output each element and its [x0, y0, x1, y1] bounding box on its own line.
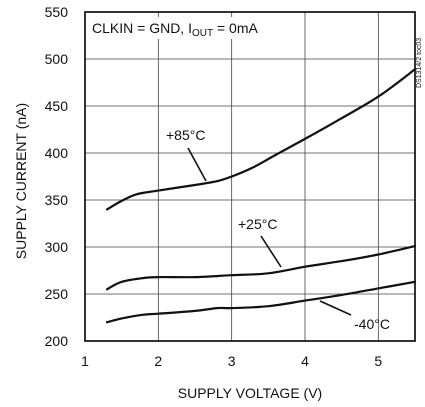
x-tick-label: 4 [301, 353, 309, 369]
condition-label-bg [89, 17, 295, 39]
y-tick-label: 450 [45, 98, 69, 114]
series-label: +85°C [166, 127, 205, 143]
series-line [105, 68, 417, 211]
series-layer [105, 68, 417, 324]
annotation-leader-line [260, 235, 282, 268]
y-tick-label: 400 [45, 145, 69, 161]
x-tick-label: 5 [374, 353, 382, 369]
y-tick-label: 200 [45, 333, 69, 349]
x-axis-label: SUPPLY VOLTAGE (V) [178, 385, 322, 401]
figure-id-label: DS1314/2 toc03 [416, 38, 423, 88]
series-annotations: +85°C +25°C -40°C [166, 127, 390, 332]
x-tick-label: 1 [81, 353, 89, 369]
series-label: -40°C [354, 316, 390, 332]
y-tick-label: 250 [45, 286, 69, 302]
grid [85, 12, 415, 341]
series-label: +25°C [238, 216, 277, 232]
annotation-leader-line [187, 147, 207, 182]
x-axis-ticks: 1 2 3 4 5 [81, 353, 382, 369]
y-axis-label: SUPPLY CURRENT (nA) [13, 103, 29, 259]
y-tick-label: 300 [45, 239, 69, 255]
x-tick-label: 2 [154, 353, 162, 369]
series-line [105, 245, 417, 291]
condition-label: CLKIN = GND, IOUT = 0mA [92, 20, 258, 39]
plot-frame [84, 11, 416, 342]
series-line [105, 280, 417, 324]
x-tick-label: 3 [228, 353, 236, 369]
y-tick-label: 550 [45, 4, 69, 20]
y-axis-ticks: 200 250 300 350 400 450 500 550 [45, 4, 69, 349]
y-tick-label: 350 [45, 192, 69, 208]
annotation-leader-line [319, 300, 352, 316]
y-tick-label: 500 [45, 51, 69, 67]
